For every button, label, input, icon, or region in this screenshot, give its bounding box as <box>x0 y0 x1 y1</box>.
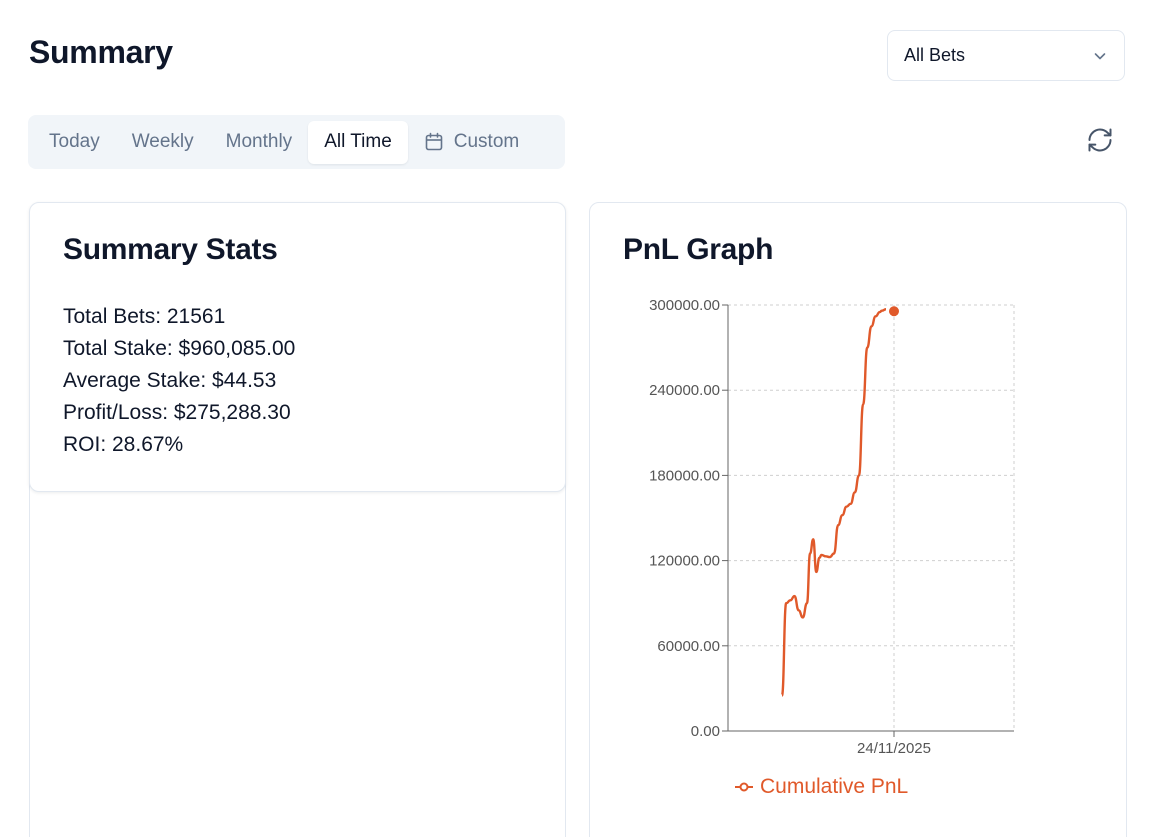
calendar-icon <box>424 132 444 152</box>
pnl-chart: 0.00 60000.00 120000.00 180000.00 240000.00 3… <box>649 297 1015 757</box>
legend-line-icon <box>734 781 754 793</box>
tab-monthly[interactable]: Monthly <box>225 131 293 152</box>
page-title: Summary <box>29 34 173 70</box>
summary-stats-title: Summary Stats <box>63 233 278 266</box>
tab-custom-label: Custom <box>453 131 520 152</box>
series-line-cumulative-pnl <box>780 308 887 697</box>
summary-stats-card: Summary Stats Total Bets: 21561 Total St… <box>29 202 566 492</box>
tab-weekly[interactable]: Weekly <box>131 131 194 152</box>
stat-total-bets: Total Bets: 21561 <box>63 305 226 328</box>
active-point <box>889 306 899 317</box>
pnl-graph-title: PnL Graph <box>623 233 774 266</box>
y-tick-label: 120000.00 <box>649 553 720 570</box>
bet-filter-select[interactable]: All Bets <box>887 30 1125 81</box>
y-tick-label: 300000.00 <box>649 297 720 314</box>
y-tick-label: 180000.00 <box>649 467 720 484</box>
stat-total-stake: Total Stake: $960,085.00 <box>63 337 296 360</box>
pnl-graph-card: PnL Graph 0.00 60000.00 120000.00 180000.00… <box>589 202 1127 837</box>
period-tabs: Today Weekly Monthly All Time Custom <box>28 115 565 169</box>
stat-average-stake: Average Stake: $44.53 <box>63 369 277 392</box>
stats-list: Total Bets: 21561 Total Stake: $960,085.… <box>63 301 295 461</box>
bet-filter-value: All Bets <box>904 45 966 65</box>
tab-custom[interactable]: Custom <box>408 121 535 164</box>
tab-all-time[interactable]: All Time <box>308 120 408 164</box>
chart-legend[interactable]: Cumulative PnL <box>734 775 908 799</box>
x-tick-label: 24/11/2025 <box>857 740 931 757</box>
stats-column <box>29 470 566 837</box>
legend-label: Cumulative PnL <box>760 775 909 798</box>
tab-today[interactable]: Today <box>49 131 100 152</box>
refresh-button[interactable] <box>1082 124 1118 160</box>
stat-profit-loss: Profit/Loss: $275,288.30 <box>63 401 291 424</box>
stat-roi: ROI: 28.67% <box>63 433 184 456</box>
chevron-down-icon <box>1092 48 1108 64</box>
y-tick-label: 240000.00 <box>649 382 720 399</box>
refresh-icon <box>1086 126 1114 159</box>
y-tick-label: 0.00 <box>691 723 720 740</box>
y-tick-label: 60000.00 <box>657 638 720 655</box>
